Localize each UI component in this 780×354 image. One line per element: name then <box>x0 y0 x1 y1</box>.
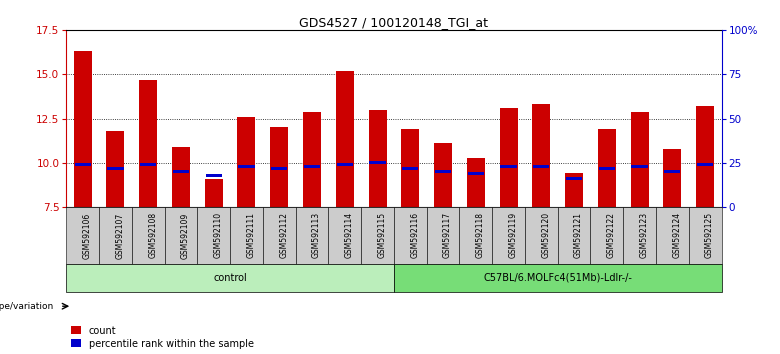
Bar <box>328 207 361 264</box>
Bar <box>73 51 92 207</box>
Bar <box>239 165 254 168</box>
Bar <box>106 131 125 207</box>
Bar <box>394 207 427 264</box>
Text: GSM592123: GSM592123 <box>640 212 649 258</box>
Bar <box>434 143 452 207</box>
Bar <box>361 207 394 264</box>
Title: GDS4527 / 100120148_TGI_at: GDS4527 / 100120148_TGI_at <box>300 16 488 29</box>
Bar <box>132 207 165 264</box>
Text: GSM592114: GSM592114 <box>345 212 354 258</box>
Text: GSM592117: GSM592117 <box>443 212 452 258</box>
Bar <box>271 167 287 170</box>
Bar <box>337 163 353 166</box>
Bar <box>599 167 615 170</box>
Bar <box>630 112 649 207</box>
Bar <box>663 149 682 207</box>
Bar <box>532 104 551 207</box>
Text: GSM592122: GSM592122 <box>607 212 616 258</box>
Text: GSM592115: GSM592115 <box>378 212 387 258</box>
Text: GSM592120: GSM592120 <box>541 212 551 258</box>
Bar <box>66 207 99 264</box>
Text: GSM592109: GSM592109 <box>181 212 190 258</box>
Bar <box>206 173 222 177</box>
Bar <box>197 207 230 264</box>
Bar <box>534 165 549 168</box>
Bar <box>459 207 492 264</box>
Bar <box>597 129 616 207</box>
Bar <box>689 207 722 264</box>
Bar <box>99 207 132 264</box>
Text: GSM592107: GSM592107 <box>115 212 125 258</box>
Bar <box>427 207 459 264</box>
Legend: count, percentile rank within the sample: count, percentile rank within the sample <box>71 326 254 349</box>
Bar <box>665 170 680 173</box>
Bar <box>558 207 590 264</box>
Bar <box>335 71 354 207</box>
Bar <box>139 80 158 207</box>
Bar <box>632 165 647 168</box>
Bar <box>656 207 689 264</box>
Bar <box>108 167 123 170</box>
Bar <box>623 207 656 264</box>
Text: genotype/variation: genotype/variation <box>0 302 54 311</box>
Bar <box>492 207 525 264</box>
Text: GSM592108: GSM592108 <box>148 212 158 258</box>
Bar <box>165 207 197 264</box>
Bar <box>173 170 189 173</box>
Text: GSM592111: GSM592111 <box>246 212 256 258</box>
Bar <box>303 112 321 207</box>
Text: control: control <box>213 273 247 283</box>
Bar <box>468 172 484 175</box>
Bar <box>296 207 328 264</box>
Bar <box>402 167 418 170</box>
Bar <box>263 207 296 264</box>
Bar <box>204 179 223 207</box>
Bar <box>75 163 90 166</box>
Text: GSM592106: GSM592106 <box>83 212 92 258</box>
Text: GSM592118: GSM592118 <box>476 212 485 258</box>
Bar <box>466 158 485 207</box>
Text: GSM592121: GSM592121 <box>574 212 583 258</box>
Text: C57BL/6.MOLFc4(51Mb)-Ldlr-/-: C57BL/6.MOLFc4(51Mb)-Ldlr-/- <box>484 273 632 283</box>
Bar <box>697 163 713 166</box>
Bar <box>401 129 420 207</box>
Bar <box>435 170 451 173</box>
Bar <box>525 207 558 264</box>
Bar <box>230 207 263 264</box>
Bar <box>368 110 387 207</box>
Bar <box>140 163 156 166</box>
Bar <box>501 165 516 168</box>
Bar <box>270 127 289 207</box>
Bar <box>370 161 385 164</box>
Bar <box>394 264 722 292</box>
Bar <box>66 264 394 292</box>
Text: GSM592119: GSM592119 <box>509 212 518 258</box>
Bar <box>565 173 583 207</box>
Bar <box>172 147 190 207</box>
Bar <box>304 165 320 168</box>
Text: GSM592112: GSM592112 <box>279 212 289 258</box>
Text: GSM592113: GSM592113 <box>312 212 321 258</box>
Bar <box>499 108 518 207</box>
Text: GSM592125: GSM592125 <box>705 212 714 258</box>
Bar <box>237 117 256 207</box>
Text: GSM592116: GSM592116 <box>410 212 420 258</box>
Text: GSM592110: GSM592110 <box>214 212 223 258</box>
Bar <box>696 106 714 207</box>
Text: GSM592124: GSM592124 <box>672 212 682 258</box>
Bar <box>566 177 582 181</box>
Bar <box>590 207 623 264</box>
